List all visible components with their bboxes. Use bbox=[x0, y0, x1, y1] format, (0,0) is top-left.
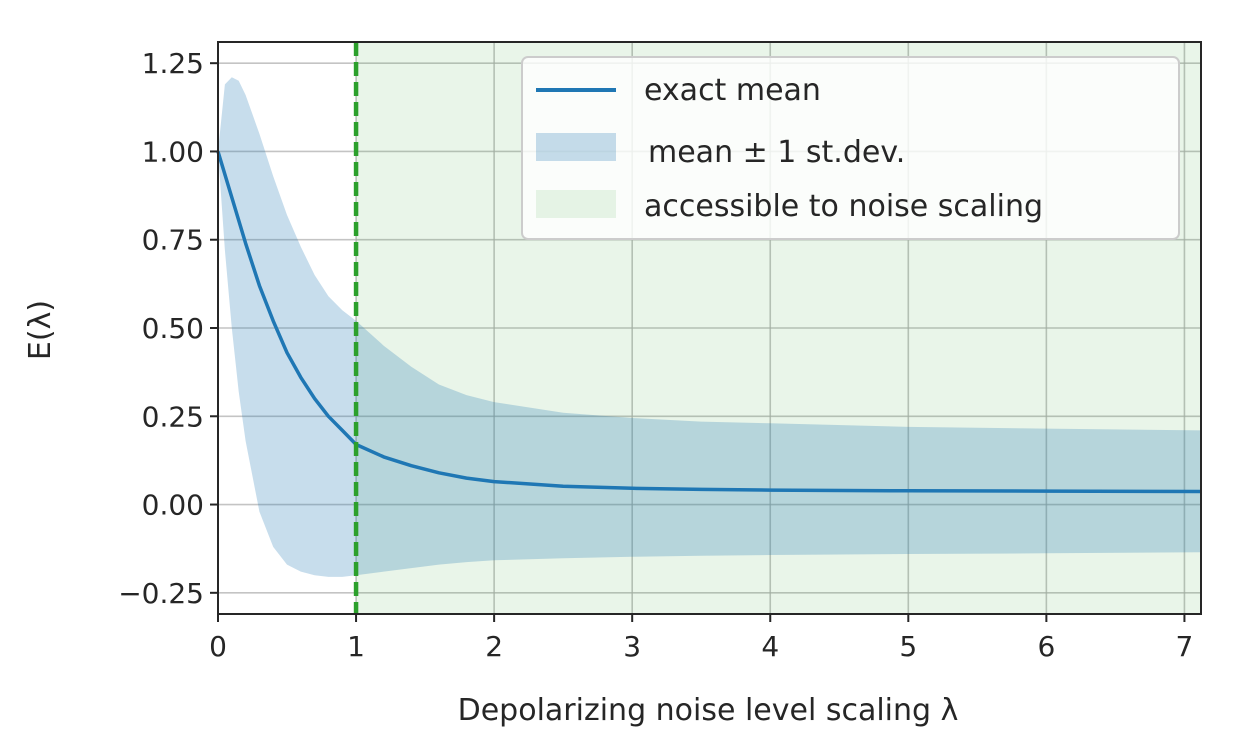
y-tick-label: 0.00 bbox=[142, 489, 204, 522]
y-axis-label: E(λ) bbox=[23, 300, 58, 360]
y-tick-label: 0.25 bbox=[142, 400, 204, 433]
legend-swatch-accessible bbox=[536, 190, 616, 218]
line-layer bbox=[216, 150, 1202, 494]
y-tick-label: 0.50 bbox=[142, 312, 204, 345]
std-band bbox=[218, 77, 1201, 577]
legend-label-accessible: accessible to noise scaling bbox=[644, 189, 1043, 224]
x-tick-label: 2 bbox=[485, 630, 503, 663]
legend-swatch-std-band bbox=[536, 133, 616, 161]
y-tick-label: −0.25 bbox=[118, 577, 204, 610]
x-tick-label: 3 bbox=[623, 630, 641, 663]
x-axis-label: Depolarizing noise level scaling λ bbox=[458, 693, 959, 728]
y-tick-label: 0.75 bbox=[142, 224, 204, 257]
x-tick-label: 7 bbox=[1176, 630, 1194, 663]
y-tick-label: 1.00 bbox=[142, 135, 204, 168]
tick-layer: 0 1 2 3 4 5 6 7 −0.25 0.00 0.25 0.50 0.75 1.00 1.25 bbox=[118, 47, 1193, 663]
x-tick-label: 4 bbox=[761, 630, 779, 663]
x-tick-label: 1 bbox=[347, 630, 365, 663]
y-tick-label: 1.25 bbox=[142, 47, 204, 80]
legend-frame bbox=[521, 56, 1180, 240]
x-tick-label: 6 bbox=[1037, 630, 1055, 663]
legend-label-exact-mean: exact mean bbox=[644, 73, 821, 108]
band-layer bbox=[218, 77, 1201, 577]
x-tick-label: 5 bbox=[899, 630, 917, 663]
x-tick-label: 0 bbox=[209, 630, 227, 663]
legend: exact mean mean ± 1 st.dev. accessible t… bbox=[521, 56, 1180, 240]
mean-line bbox=[216, 150, 1202, 494]
legend-label-std-band: mean ± 1 st.dev. bbox=[648, 135, 905, 170]
